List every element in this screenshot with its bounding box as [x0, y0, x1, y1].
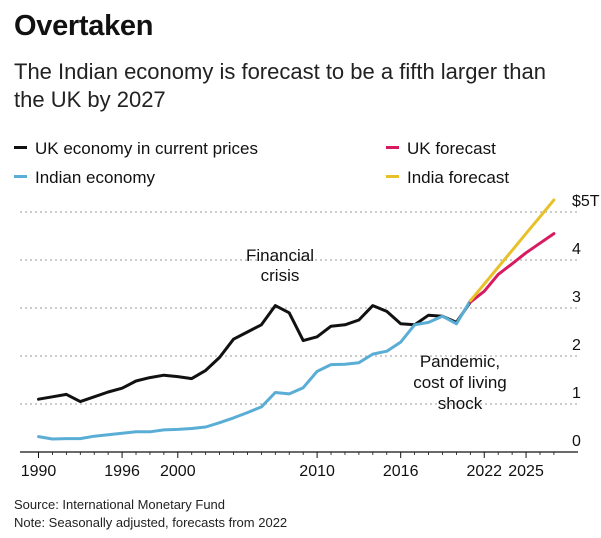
x-tick-label-2000: 2000 — [160, 463, 196, 480]
y-tick-label-2: 2 — [572, 337, 581, 354]
x-tick-label-1996: 1996 — [104, 463, 140, 480]
x-axis: 1990 1996 2000 2010 2016 2022 2025 — [20, 451, 578, 480]
legend-label-india: Indian economy — [35, 168, 156, 187]
legend-label-uk-forecast: UK forecast — [407, 139, 496, 158]
legend-item-uk: UK economy in current prices — [14, 139, 258, 159]
annotation-financial-crisis-line1: Financial — [246, 246, 314, 265]
series-line-0 — [37, 300, 472, 404]
y-tick-label-0: 0 — [572, 433, 581, 450]
x-tick-label-2016: 2016 — [383, 463, 419, 480]
x-tick-label-2022: 2022 — [466, 463, 502, 480]
x-tick-label-2010: 2010 — [299, 463, 335, 480]
annotation-pandemic-line1: Pandemic, — [420, 352, 500, 371]
y-tick-label-3: 3 — [572, 289, 581, 306]
legend-item-india: Indian economy — [14, 168, 155, 188]
y-tick-label-5: $5T — [572, 193, 600, 210]
legend-item-india-forecast: India forecast — [386, 168, 509, 188]
legend-label-india-forecast: India forecast — [407, 168, 510, 187]
footnote: Note: Seasonally adjusted, forecasts fro… — [14, 515, 288, 530]
x-tick-label-1990: 1990 — [21, 463, 57, 480]
source-note: Source: International Monetary Fund — [14, 497, 226, 512]
annotation-pandemic-line2: cost of living — [413, 373, 507, 392]
chart-title: Overtaken — [14, 10, 154, 42]
series-line-1 — [37, 299, 472, 441]
series-line-2 — [468, 232, 556, 304]
legend-swatch-uk — [14, 146, 27, 150]
y-tick-label-1: 1 — [572, 385, 581, 402]
y-tick-label-4: 4 — [572, 241, 581, 258]
legend-item-uk-forecast: UK forecast — [386, 139, 496, 159]
legend-swatch-india — [14, 175, 27, 179]
legend-swatch-uk-forecast — [386, 146, 399, 150]
chart-subtitle: The Indian economy is forecast to be a f… — [14, 59, 546, 112]
y-axis-labels: $5T 4 3 2 1 0 — [572, 193, 600, 450]
series-line-3 — [468, 198, 556, 303]
annotation-financial-crisis-line2: crisis — [261, 266, 300, 285]
series-lines — [37, 198, 556, 441]
legend-label-uk: UK economy in current prices — [35, 139, 258, 158]
annotation-pandemic-line3: shock — [438, 394, 483, 413]
legend-swatch-india-forecast — [386, 175, 399, 179]
gridlines — [20, 211, 578, 405]
x-tick-label-2025: 2025 — [508, 463, 544, 480]
